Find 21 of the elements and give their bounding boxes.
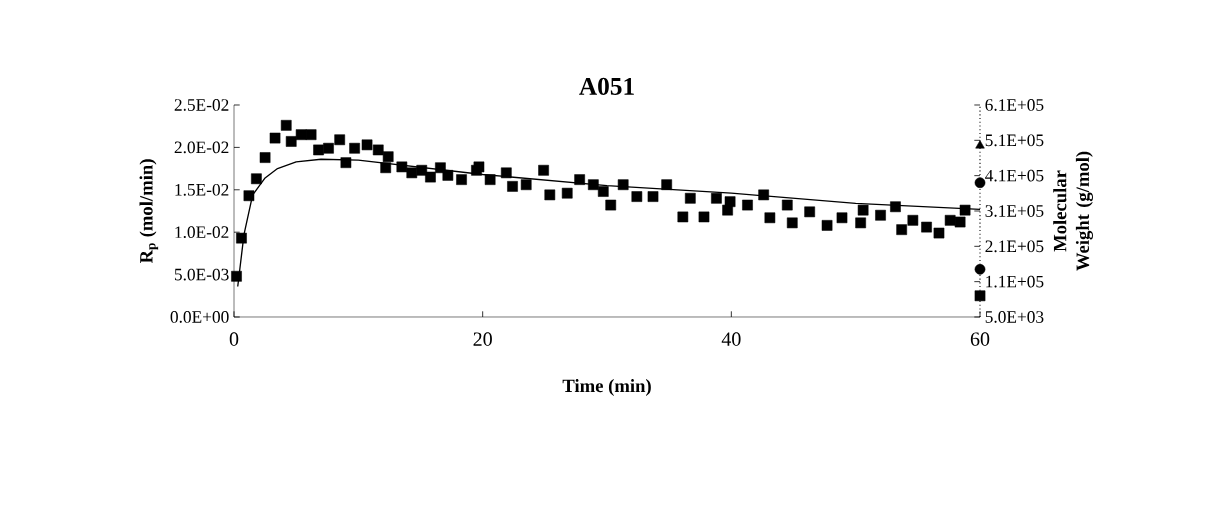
x-tick-label: 0: [229, 332, 239, 346]
y-tick-label: 1.5E-02: [175, 183, 229, 196]
y-tick-label: 5.0E-03: [174, 268, 229, 281]
y-tick-label: 2.0E-02: [174, 141, 229, 154]
x-tick-label: 20: [473, 332, 492, 346]
y2-tick-label: 6.1E+05: [985, 99, 1044, 111]
chart-title: A051: [579, 77, 634, 95]
y-axis-title: R$_{p}$ (mol/min): [139, 159, 159, 264]
y2-tick-label: 2.1E+05: [985, 240, 1044, 253]
x-tick-label: 40: [721, 332, 741, 346]
y-tick-label: 0.0E+00: [170, 311, 229, 323]
y2-axis-title: Molecular Weight (g/mol): [1053, 151, 1093, 271]
y2-tick-label: 1.1E+05: [986, 275, 1044, 288]
y2-tick-label: 5.1E+05: [985, 134, 1044, 147]
x-tick-label: 60: [970, 332, 990, 346]
y2-tick-label: 5.0E+03: [985, 311, 1044, 323]
y2-tick-label: 4.1E+05: [985, 169, 1044, 182]
y-tick-label: 1.0E-02: [175, 226, 229, 239]
y2-tick-label: 3.1E+05: [985, 205, 1044, 217]
x-axis-title: Time (min): [562, 379, 651, 396]
y-tick-label: 2.5E-02: [174, 99, 229, 111]
